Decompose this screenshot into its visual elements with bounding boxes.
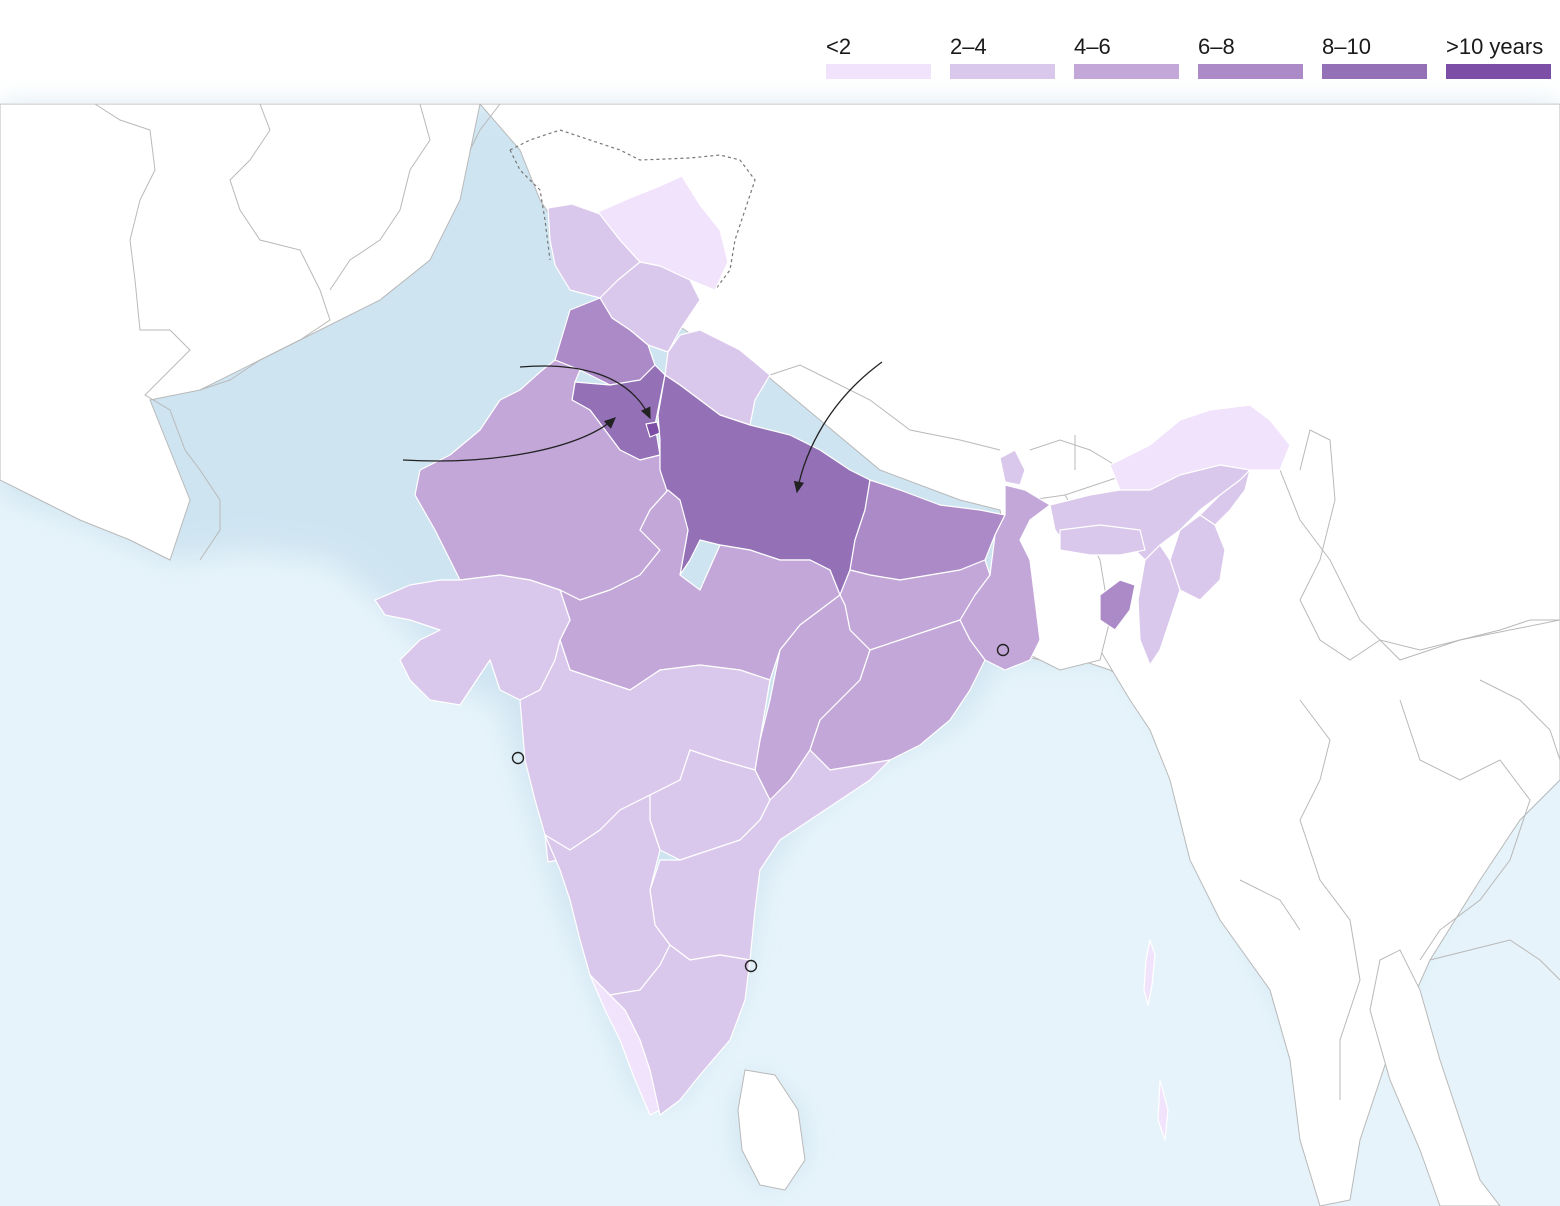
border-coast-myanmar [1239,879,1301,931]
sri-lanka [737,1069,806,1191]
legend-item-8-10: 8–10 [1322,34,1427,79]
disputed-border [509,129,756,291]
land-mass-east [1049,459,1560,1206]
legend-swatch [826,64,931,79]
legend-item-lt2: <2 [826,34,931,79]
city-marker-kolkata[interactable] [996,643,1010,657]
international-borders [94,103,1560,1100]
header-divider [0,103,1560,104]
state-mizoram [1137,544,1181,666]
legend-label: 8–10 [1322,34,1371,59]
legend-swatch [1322,64,1427,79]
annotation-arrows [402,361,883,494]
legend-label: 6–8 [1198,34,1235,59]
legend-label: >10 years [1446,34,1544,59]
legend: <2 2–4 4–6 6–8 8–10 >10 years [826,34,1551,79]
state-gujarat [374,574,571,706]
legend-swatch [1074,64,1179,79]
state-west-bengal [959,484,1051,671]
legend-item-4-6: 4–6 [1074,34,1179,79]
land-mass-peninsula [1369,949,1501,1206]
border-laos-viet [1479,679,1560,761]
legend-swatch [950,64,1055,79]
border-bhutan [1029,439,1116,466]
india-states [374,175,1291,1141]
city-marker-mumbai[interactable] [511,751,525,765]
border-myanmar-north [1299,429,1560,661]
state-karnataka [544,794,671,996]
legend-swatch [1446,64,1551,79]
border-myanmar-thai [1299,699,1361,1100]
state-andaman-nicobar [1143,939,1169,1141]
border-iran-pak [199,103,331,391]
legend-label: 2–4 [950,34,987,59]
legend-item-6-8: 6–8 [1198,34,1303,79]
arrow-to-delhi [519,365,651,420]
city-markers [511,643,1010,973]
border-thai-cam [1429,939,1560,981]
legend-swatch [1198,64,1303,79]
state-tamil-nadu [609,944,751,1116]
state-andhra-pradesh [649,749,891,961]
legend-label: <2 [826,34,852,59]
border-afg-inner [329,103,431,291]
legend-item-gt10: >10 years [1446,34,1551,79]
legend-label: 4–6 [1074,34,1111,59]
city-marker-chennai[interactable] [744,959,758,973]
border-nepal-south [769,364,1001,451]
arrow-to-haryana [402,417,616,462]
legend-item-2-4: 2–4 [950,34,1055,79]
state-sikkim [999,449,1026,486]
state-meghalaya [1059,524,1146,556]
state-odisha [809,619,986,771]
border-thai-laos [1399,699,1531,961]
arrow-to-uttar-pradesh [793,361,883,494]
border-afghan-pak [94,103,221,561]
border-afg-top [469,103,501,151]
state-tripura [1099,579,1136,631]
